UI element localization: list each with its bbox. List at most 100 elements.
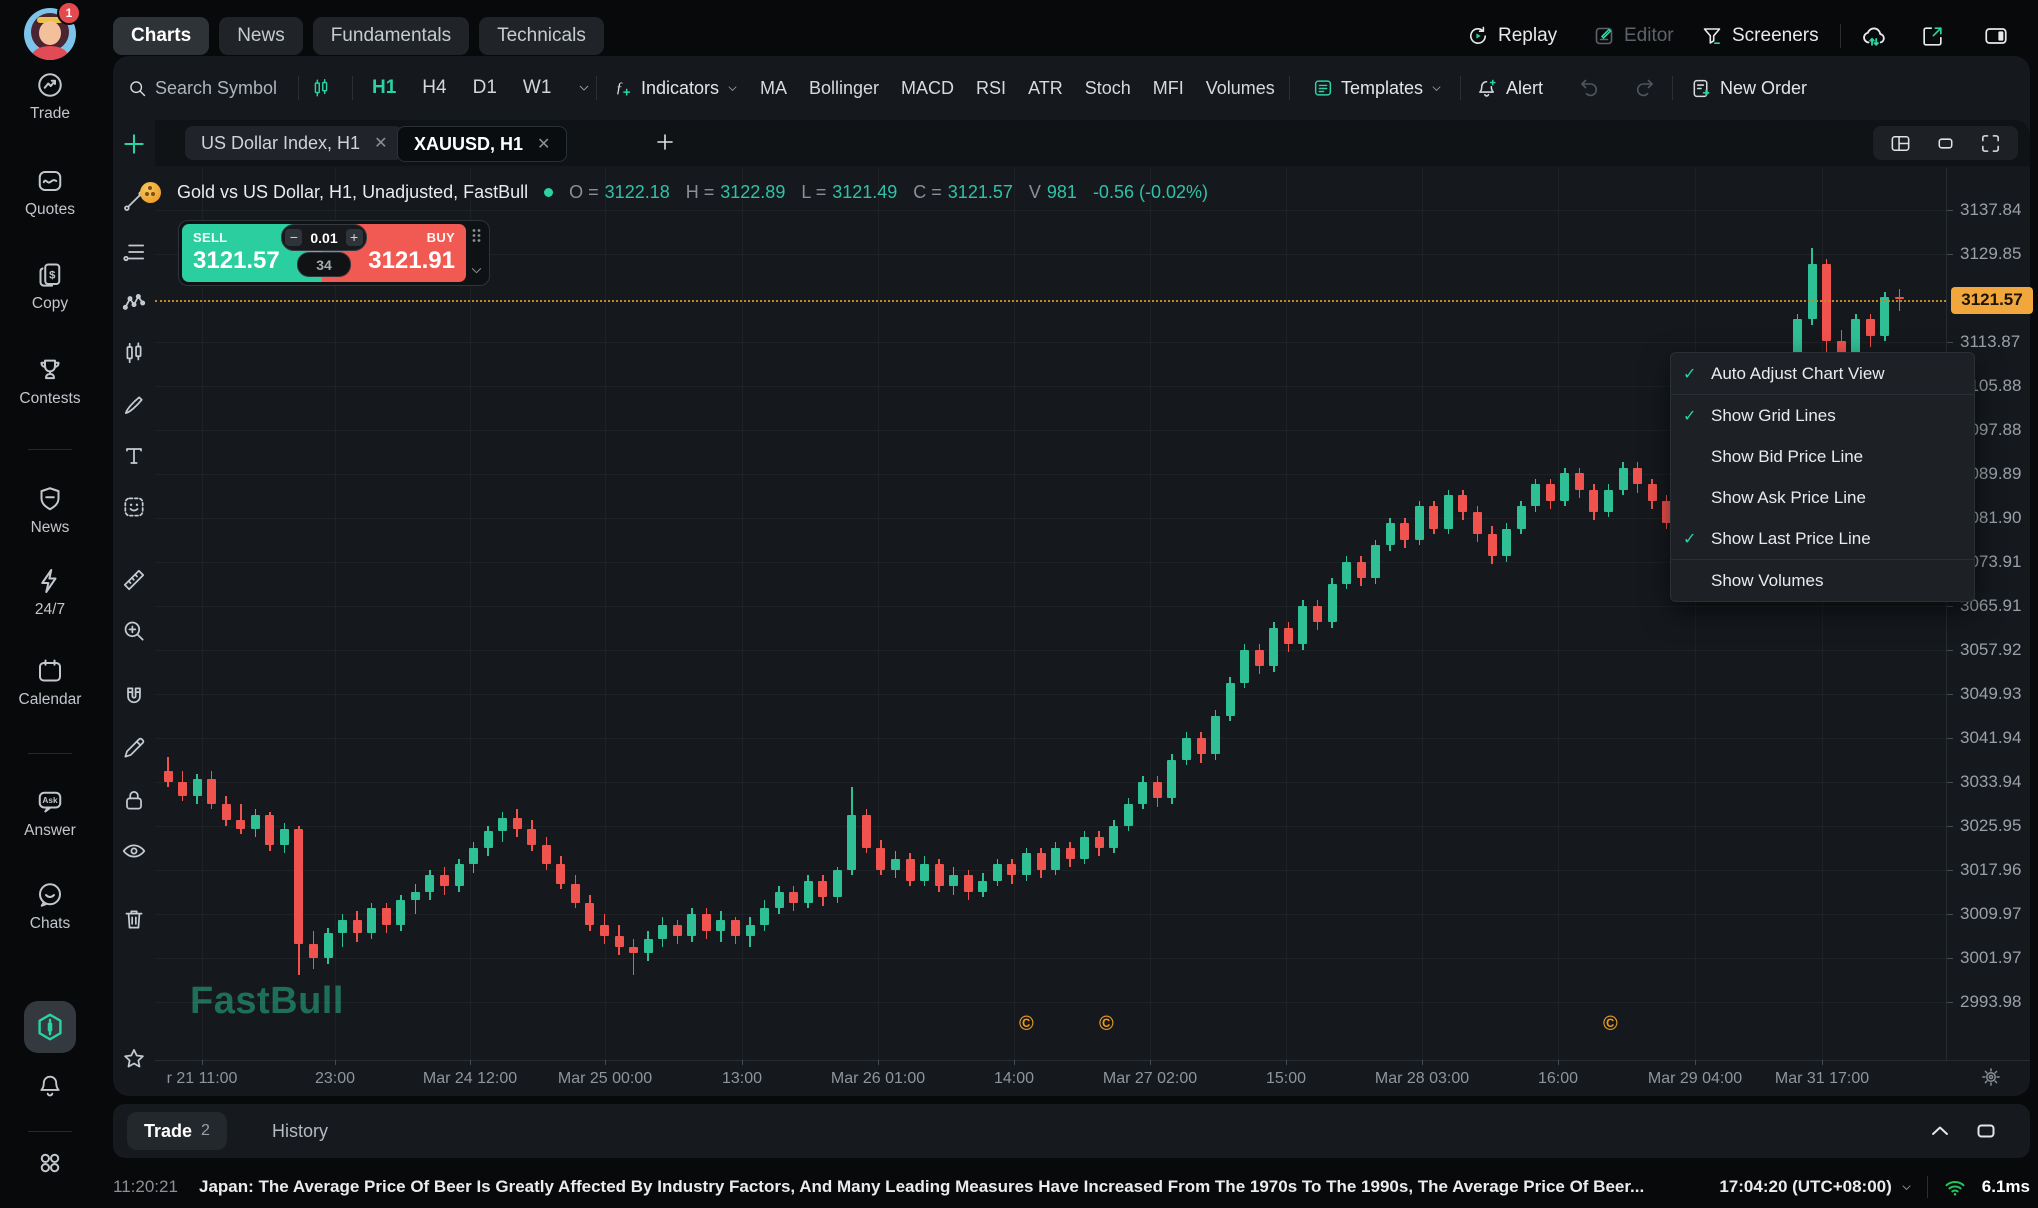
alert-button[interactable]: Alert [1476,74,1543,102]
tool-brush[interactable] [121,392,147,418]
menu-item-show-ask-price-line[interactable]: Show Ask Price Line [1711,487,1866,507]
price-axis[interactable]: 3137.84 3129.85 3113.87 3105.88 3097.88 3089.… [1946,168,2038,1060]
fastbull-logo-button[interactable] [24,1001,76,1053]
tool-sticker[interactable] [121,494,147,520]
tool-zoom-in[interactable] [121,618,147,644]
sidebar-item-ask-answer[interactable]: Ask Answer [0,787,100,840]
tool-ruler[interactable] [121,567,147,593]
tool-fib-retracement[interactable] [121,239,147,265]
timeframe-h4[interactable]: H4 [422,77,447,98]
screeners-button[interactable]: Screeners [1700,17,1819,55]
expand-panel-icon[interactable] [1974,1119,1998,1143]
undo-button[interactable] [1578,74,1602,102]
menu-item-show-last-price-line[interactable]: ✓ Show Last Price Line [1671,518,1974,560]
sidebar-item-contests[interactable]: Contests [0,355,100,408]
nav-tab-fundamentals[interactable]: Fundamentals [312,17,470,55]
indicator-shortcut-ma[interactable]: MA [760,77,787,98]
nav-tab-technicals[interactable]: Technicals [479,17,604,55]
chart-type-button[interactable] [310,74,332,102]
sidebar-item-chats[interactable]: Chats [0,880,100,933]
tab-history[interactable]: History [272,1121,329,1141]
panel-toggle-button[interactable] [1983,17,2009,55]
menu-item-show-volumes[interactable]: Show Volumes [1711,570,1824,590]
chart-canvas[interactable]: FastBull © © © [155,168,1946,1060]
candle [410,891,420,901]
cloud-sync-button[interactable] [1860,17,1888,55]
indicator-shortcut-volumes[interactable]: Volumes [1205,77,1275,98]
add-chart-tab-button[interactable] [653,130,677,154]
event-copyright-mark[interactable]: © [1099,1013,1114,1035]
sidebar-item-calendar[interactable]: Calendar [0,656,100,709]
indicator-shortcut-macd[interactable]: MACD [901,77,955,98]
nav-tab-news[interactable]: News [219,17,303,55]
sidebar-item-247[interactable]: 24/7 [0,566,100,619]
candle [1196,737,1206,755]
tool-delete-drawings[interactable] [121,906,147,932]
timeframe-dropdown-chevron[interactable] [577,81,591,95]
sidebar-apps-menu[interactable] [0,1148,100,1178]
close-tab-icon[interactable]: ✕ [374,135,388,152]
tool-text[interactable] [121,443,147,469]
last-price-line [155,299,1946,302]
tool-hide-drawings[interactable] [121,838,147,864]
tool-crosshair[interactable] [121,131,147,157]
tool-magnet[interactable] [121,684,147,710]
redo-button[interactable] [1632,74,1656,102]
editor-button[interactable]: Editor [1592,17,1674,55]
panel-toggle-icon [1983,23,2009,49]
lot-increase-button[interactable]: + [345,229,363,246]
time-axis-label: Mar 28 03:00 [1374,1070,1470,1087]
axis-settings-gear-icon[interactable] [1980,1066,2002,1088]
lot-decrease-button[interactable]: − [285,229,303,246]
menu-item-show-grid-lines[interactable]: ✓ Show Grid Lines [1683,405,1836,425]
event-copyright-mark[interactable]: © [1019,1013,1034,1035]
menu-item-auto-adjust-chart-view[interactable]: ✓ Auto Adjust Chart View [1671,353,1974,395]
tab-trade[interactable]: Trade 2 [127,1112,227,1150]
collapse-panel-chevron-icon[interactable] [1928,1119,1952,1143]
templates-button[interactable]: Templates [1312,74,1443,102]
tool-pattern[interactable] [121,290,147,316]
tool-edit-drawings[interactable] [121,735,147,761]
close-tab-icon[interactable]: ✕ [537,136,551,153]
check-icon: ✓ [1683,407,1697,425]
sidebar-notifications[interactable] [0,1072,100,1100]
tool-favorites-star[interactable] [121,1046,147,1072]
replay-button[interactable]: Replay [1466,17,1557,55]
server-clock[interactable]: 17:04:20 (UTC+08:00) [1719,1177,1912,1197]
sidebar-item-news[interactable]: News [0,484,100,537]
candle [1254,649,1264,667]
price-tick [1947,1002,1953,1004]
chart-tab-xauusd[interactable]: XAUUSD, H1 ✕ [397,126,568,162]
timeframe-w1[interactable]: W1 [522,77,552,98]
multi-layout-icon[interactable] [1889,132,1912,155]
indicator-shortcut-rsi[interactable]: RSI [976,77,1007,98]
news-ticker[interactable]: Japan: The Average Price Of Beer Is Grea… [199,1177,1645,1196]
indicators-button[interactable]: ƒ Indicators [612,74,739,102]
nav-tab-charts[interactable]: Charts [113,17,210,55]
single-pane-icon[interactable] [1934,132,1957,155]
open-external-button[interactable] [1920,17,1945,55]
grid-line [155,386,1946,387]
indicator-shortcut-stoch[interactable]: Stoch [1084,77,1131,98]
lot-size-value[interactable]: 0.01 [310,229,338,246]
event-copyright-mark[interactable]: © [1603,1013,1618,1035]
menu-item-show-bid-price-line[interactable]: Show Bid Price Line [1711,446,1864,466]
indicator-shortcut-atr[interactable]: ATR [1028,77,1063,98]
time-axis[interactable]: r 21 11:00 23:00 Mar 24 12:00 Mar 25 00:00 1… [155,1060,1946,1096]
widget-collapse-chevron[interactable] [469,263,484,278]
symbol-title[interactable]: Gold vs US Dollar, H1, Unadjusted, FastB… [177,181,529,202]
timeframe-h1[interactable]: H1 [372,77,397,98]
search-symbol-button[interactable]: Search Symbol [127,74,277,102]
timeframe-d1[interactable]: D1 [472,77,497,98]
drag-handle-icon[interactable] [471,228,482,243]
chart-tab-us-dollar-index[interactable]: US Dollar Index, H1 ✕ [185,126,404,160]
sidebar-item-copy[interactable]: $ Copy [0,260,100,313]
sidebar-item-trade[interactable]: Trade [0,70,100,123]
tool-candle-patterns[interactable] [121,340,147,366]
fullscreen-icon[interactable] [1979,132,2002,155]
new-order-button[interactable]: New Order [1690,74,1807,102]
tool-lock-drawings[interactable] [121,787,147,813]
sidebar-item-quotes[interactable]: Quotes [0,166,100,219]
indicator-shortcut-bollinger[interactable]: Bollinger [809,77,880,98]
indicator-shortcut-mfi[interactable]: MFI [1152,77,1184,98]
